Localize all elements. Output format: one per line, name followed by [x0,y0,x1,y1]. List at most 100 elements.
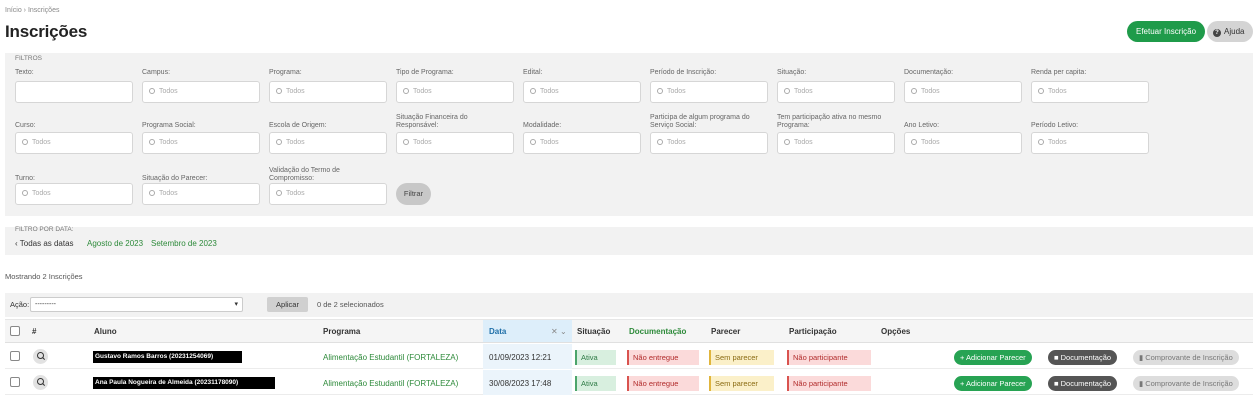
student-name[interactable]: Gustavo Ramos Barros (20231254069) [93,351,242,363]
enroll-button[interactable]: Efetuar Inscrição [1127,21,1206,42]
help-label: Ajuda [1224,27,1245,36]
help-button[interactable]: ? Ajuda [1207,21,1253,42]
file-icon: ▮ [1139,353,1146,362]
filter-select[interactable]: Todos [15,183,133,205]
filter-placeholder: Todos [159,190,178,197]
filter-select[interactable]: Todos [142,132,260,154]
filter-select[interactable]: Todos [777,132,895,154]
breadcrumb[interactable]: Início › Inscrições [5,7,60,14]
filter-select[interactable]: Todos [650,81,768,103]
filter-button[interactable]: Filtrar [396,183,431,205]
search-icon [276,139,282,145]
filter-select[interactable]: Todos [1031,132,1149,154]
filter-placeholder: Todos [667,139,686,146]
filter-label: Período de Inscrição: [650,69,717,76]
add-opinion-button[interactable]: + Adicionar Parecer [954,376,1032,391]
folder-icon: ■ [1054,379,1061,388]
filter-select[interactable]: Todos [269,132,387,154]
filter-placeholder: Todos [159,88,178,95]
filter-select[interactable]: Todos [650,132,768,154]
add-opinion-button[interactable]: + Adicionar Parecer [954,350,1032,365]
sort-desc-icon[interactable]: ⌄ [560,327,567,336]
search-icon [22,190,28,196]
date-cell-bg [483,370,572,395]
program-link[interactable]: Alimentação Estudantil (FORTALEZA) [323,353,459,362]
filter-select[interactable]: Todos [269,183,387,205]
col-data[interactable]: Data [489,327,507,336]
search-icon [657,88,663,94]
action-label: Ação: [10,300,30,309]
search-icon [403,88,409,94]
filter-select[interactable]: Todos [523,81,641,103]
receipt-button[interactable]: ▮ Comprovante de Inscrição [1133,376,1239,391]
documentation-button[interactable]: ■ Documentação [1048,350,1118,365]
filter-placeholder: Todos [32,139,51,146]
search-icon [657,139,663,145]
apply-button[interactable]: Aplicar [267,297,308,312]
status-badge: Ativa [575,376,616,391]
row-checkbox[interactable] [10,351,20,361]
filter-select[interactable]: Todos [142,183,260,205]
filter-label: Texto: [15,69,34,76]
filter-select[interactable]: Todos [269,81,387,103]
col-programa[interactable]: Programa [323,327,361,336]
row-checkbox[interactable] [10,377,20,387]
sort-remove-icon[interactable]: ✕ [551,327,558,336]
date-filter-august[interactable]: Agosto de 2023 [87,239,144,248]
filter-select[interactable]: Todos [142,81,260,103]
filter-select[interactable]: Todos [523,132,641,154]
filter-label: Ano Letivo: [904,122,940,129]
filter-placeholder: Todos [32,190,51,197]
filter-select[interactable]: Todos [904,81,1022,103]
action-select[interactable]: --------- ▾ [30,297,243,312]
filter-label: Tipo de Programa: [396,69,454,76]
date-filter-all[interactable]: ‹ Todas as datas [15,239,74,248]
receipt-button[interactable]: ▮ Comprovante de Inscrição [1133,350,1239,365]
col-parecer[interactable]: Parecer [711,327,741,336]
search-icon [911,139,917,145]
col-participacao[interactable]: Participação [789,327,837,336]
filter-placeholder: Todos [1048,88,1067,95]
filter-label: Validação do Termo de Compromisso: [269,167,340,182]
program-link[interactable]: Alimentação Estudantil (FORTALEZA) [323,379,459,388]
filter-select[interactable]: Todos [1031,81,1149,103]
filter-select[interactable]: Todos [396,132,514,154]
filter-label: Renda per capita: [1031,69,1087,76]
date-filter-september[interactable]: Setembro de 2023 [151,239,217,248]
filter-label: Documentação: [904,69,954,76]
search-icon [149,139,155,145]
search-icon [784,88,790,94]
filter-select[interactable]: Todos [15,132,133,154]
selection-count: 0 de 2 selecionados [317,300,384,309]
receipt-button-label: Comprovante de Inscrição [1145,379,1233,388]
table-row [5,344,1253,369]
student-name[interactable]: Ana Paula Nogueira de Almeida (202311780… [93,377,275,389]
filter-select[interactable]: Todos [396,81,514,103]
file-icon: ▮ [1139,379,1146,388]
action-select-value: --------- [35,301,56,308]
col-aluno[interactable]: Aluno [94,327,117,336]
col-situacao[interactable]: Situação [577,327,611,336]
table-header [5,319,1253,343]
select-all-checkbox[interactable] [10,326,20,336]
filter-placeholder: Todos [286,190,305,197]
filter-label: Tem participação ativa no mesmo Programa… [777,114,882,129]
documentation-badge: Não entregue [627,376,699,391]
filter-placeholder: Todos [159,139,178,146]
filter-select[interactable]: Todos [904,132,1022,154]
filter-placeholder: Todos [921,88,940,95]
col-documentacao[interactable]: Documentação [629,327,687,336]
filter-placeholder: Todos [1048,139,1067,146]
filter-label: Situação do Parecer: [142,175,208,182]
documentation-button-label: Documentação [1060,353,1112,362]
search-icon[interactable] [33,375,48,390]
filter-select[interactable]: Todos [777,81,895,103]
documentation-button[interactable]: ■ Documentação [1048,376,1118,391]
search-icon[interactable] [33,349,48,364]
table-row [5,370,1253,395]
filter-placeholder: Todos [794,88,813,95]
documentation-badge: Não entregue [627,350,699,365]
filter-label: Escola de Origem: [269,122,327,129]
opinion-badge: Sem parecer [709,376,774,391]
text-filter-input[interactable] [15,81,133,103]
